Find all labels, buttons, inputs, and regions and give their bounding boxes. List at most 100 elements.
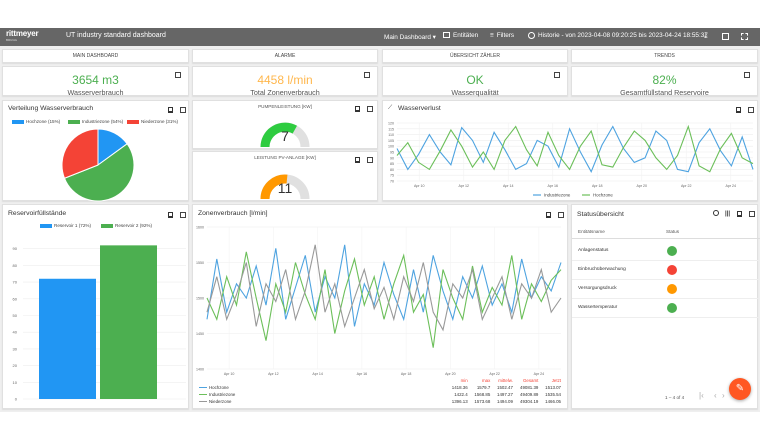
fullscreen-icon[interactable]: [367, 157, 373, 163]
kpi-label: Gesamtfüllstand Reservoire: [620, 88, 709, 97]
x-tick-label: Apr 10: [224, 372, 235, 376]
fullscreen-icon[interactable]: [749, 211, 755, 217]
status-dot: [667, 246, 677, 256]
fullscreen-icon[interactable]: [180, 212, 186, 218]
col-jetzt: Jetzt: [551, 378, 561, 383]
edit-fab-button[interactable]: ✎: [729, 378, 751, 400]
export-icon[interactable]: [355, 106, 360, 112]
columns-icon[interactable]: |||: [725, 211, 731, 217]
kpi-zonenverbrauch[interactable]: 4458 l/min Total Zonenverbrauch: [192, 66, 378, 97]
legend-reservoir-1[interactable]: Reservoir 1 (72%): [40, 223, 91, 228]
gauge-title: PUMPENLEISTUNG [KW]: [258, 104, 312, 109]
y-tick-label: 50: [13, 313, 18, 318]
filter-icon: ≡: [490, 32, 494, 39]
y-tick-label: 80: [13, 263, 18, 268]
fullscreen-icon[interactable]: [558, 212, 564, 218]
table-row[interactable]: Wassertemperatur: [572, 299, 760, 318]
gauge-pumpenleistung-card: PUMPENLEISTUNG [KW] 7: [192, 100, 378, 149]
x-tick-label: Apr 16: [357, 372, 368, 376]
y-tick-label: 70: [390, 180, 394, 184]
legend-niederzone[interactable]: Niederzone (31%): [127, 119, 178, 124]
kpi-wasserverbrauch[interactable]: 3654 m3 Wasserverbrauch: [2, 66, 189, 97]
kpi-value: 4458 l/min: [257, 73, 313, 87]
col-min: min: [460, 378, 468, 383]
zonenverbrauch-card: Zonenverbrauch [l/min] 1400 1450 1500 1550 1…: [192, 204, 568, 409]
wasserverlust-card: Wasserverlust ⟋ 70 75 80 85 90 95 100 105 110 115…: [382, 100, 758, 201]
export-icon[interactable]: [546, 212, 551, 218]
table-row[interactable]: Hochzone 1418.36 1579.7 1502.47 49081.39 151…: [197, 384, 563, 391]
fullscreen-icon[interactable]: [364, 72, 370, 78]
y-tick-label: 85: [390, 162, 394, 166]
x-tick-label: Apr 22: [681, 184, 692, 188]
export-icon[interactable]: [737, 211, 742, 217]
col-gesamt: Gesamt: [522, 378, 539, 383]
fullscreen-icon[interactable]: [744, 72, 750, 78]
download-icon[interactable]: ⤓: [704, 31, 708, 40]
fullscreen-icon[interactable]: [741, 33, 748, 40]
export-icon[interactable]: [168, 212, 173, 218]
next-page-icon[interactable]: ›: [722, 391, 725, 400]
x-tick-label: Apr 22: [489, 372, 500, 376]
brand-logo[interactable]: rittmeyer: [6, 29, 39, 38]
legend-reservoir-2[interactable]: Reservoir 2 (92%): [101, 223, 152, 228]
table-row[interactable]: Anlagenstatus: [572, 242, 760, 261]
gauge-pv: [260, 174, 310, 200]
search-icon[interactable]: [713, 210, 719, 216]
gauge-pv-card: LEISTUNG PV-ANLAGE [KW] 11: [192, 151, 378, 201]
table-row[interactable]: Einbruchüberwachung: [572, 261, 760, 280]
y-tick-label: 0: [15, 397, 18, 402]
status-card: Statusübersicht ||| Entitätsname Status …: [571, 204, 760, 409]
col-entity-name[interactable]: Entitätsname: [578, 229, 605, 234]
fullscreen-icon[interactable]: [367, 106, 373, 112]
legend-hochzone[interactable]: Hochzone (15%): [12, 119, 60, 124]
table-header-row: min max mittelw. Gesamt Jetzt: [197, 377, 563, 384]
col-status[interactable]: Status: [666, 229, 680, 234]
y-tick-label: 110: [388, 133, 394, 137]
kpi-value: 82%: [652, 73, 677, 87]
entities-button[interactable]: Entitäten: [443, 32, 478, 39]
tab-alarme[interactable]: ALARME: [192, 49, 378, 63]
dashboard-title: UT industry standard dashboard: [66, 32, 166, 39]
export-icon[interactable]: [736, 107, 741, 113]
line-chart-icon: ⟋: [388, 105, 393, 111]
tab-uebersicht-zaehler[interactable]: ÜBERSICHT ZÄHLER: [382, 49, 568, 63]
export-icon[interactable]: [168, 107, 173, 113]
legend-label-hochzone: Hochzone: [593, 193, 613, 198]
prev-page-icon[interactable]: ‹: [714, 391, 717, 400]
fullscreen-icon[interactable]: [748, 107, 754, 113]
gauge-pumpenleistung: [260, 122, 310, 148]
card-title: Verteilung Wasserverbrauch: [8, 105, 94, 112]
series-line-hochzone: [206, 244, 562, 327]
fullscreen-icon[interactable]: [175, 72, 181, 78]
kpi-label: Wasserverbrauch: [67, 88, 124, 97]
tab-main-dashboard[interactable]: MAIN DASHBOARD: [2, 49, 189, 63]
pagination-label: 1 – 4 of 4: [665, 395, 685, 400]
y-tick-label: 10: [13, 380, 18, 385]
kpi-wasserqualitaet[interactable]: OK Wasserqualität: [382, 66, 568, 97]
export-icon[interactable]: [355, 157, 360, 163]
table-row[interactable]: Niederzone 1396.13 1573.68 1494.09 49304.19…: [197, 398, 563, 405]
legend-industriezone[interactable]: Industriezone (54%): [68, 119, 123, 124]
table-row[interactable]: Versorgungsdruck: [572, 280, 760, 299]
table-row[interactable]: Industriezone 1422.4 1568.85 1497.27 49409.…: [197, 391, 563, 398]
series-line-industriezone: [396, 125, 754, 173]
tab-trends[interactable]: TRENDS: [571, 49, 758, 63]
fullscreen-icon[interactable]: [180, 107, 186, 113]
kpi-gesamtfuellstand[interactable]: 82% Gesamtfüllstand Reservoire: [571, 66, 758, 97]
y-tick-label: 95: [390, 151, 394, 155]
y-tick-label: 1450: [196, 332, 204, 336]
x-tick-label: Apr 20: [636, 184, 647, 188]
kpi-label: Total Zonenverbrauch: [250, 88, 320, 97]
x-tick-label: Apr 12: [458, 184, 469, 188]
history-button[interactable]: Historie - von 2023-04-08 09:20:25 bis 2…: [528, 32, 708, 39]
fullscreen-icon[interactable]: [554, 72, 560, 78]
y-tick-label: 90: [13, 246, 18, 251]
layout-icon[interactable]: [722, 33, 729, 40]
col-max: max: [481, 378, 491, 383]
y-tick-label: 30: [13, 346, 18, 351]
y-tick-label: 70: [13, 280, 18, 285]
dashboard-menu[interactable]: Main Dashboard ▾: [384, 34, 436, 41]
filters-button[interactable]: ≡ Filters: [490, 32, 515, 39]
first-page-icon[interactable]: |‹: [699, 391, 704, 400]
